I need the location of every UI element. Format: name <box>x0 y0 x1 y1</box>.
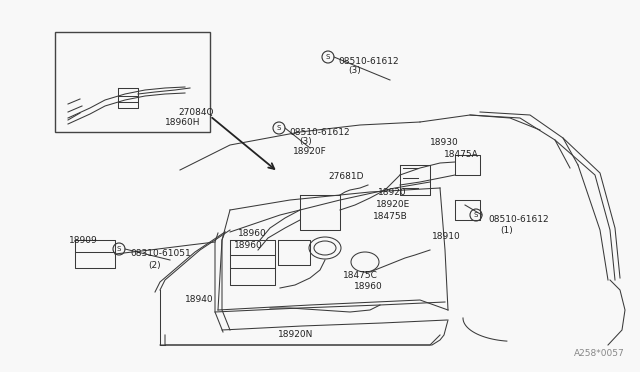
Text: 18940: 18940 <box>185 295 214 304</box>
Text: 18910: 18910 <box>432 232 461 241</box>
Text: 18475C: 18475C <box>343 271 378 280</box>
Text: 08310-61051: 08310-61051 <box>130 249 191 258</box>
Text: 08510-61612: 08510-61612 <box>338 57 399 66</box>
Text: 18920E: 18920E <box>376 200 410 209</box>
Text: 18960: 18960 <box>238 229 267 238</box>
Text: 18960H: 18960H <box>165 118 200 127</box>
Text: 18960: 18960 <box>354 282 383 291</box>
Text: 08510-61612: 08510-61612 <box>488 215 548 224</box>
Text: (3): (3) <box>299 137 312 146</box>
Text: 08510-61612: 08510-61612 <box>289 128 349 137</box>
Text: 18475B: 18475B <box>373 212 408 221</box>
Text: 27681D: 27681D <box>328 172 364 181</box>
Bar <box>55 32 210 132</box>
Text: 18920F: 18920F <box>293 147 327 156</box>
Text: A258*0057: A258*0057 <box>574 349 625 358</box>
Text: S: S <box>474 212 478 218</box>
Text: (3): (3) <box>348 66 361 75</box>
Text: S: S <box>117 246 121 252</box>
Text: 18920: 18920 <box>378 188 406 197</box>
Text: 27084Q: 27084Q <box>178 108 214 117</box>
Text: 18909: 18909 <box>69 236 98 245</box>
Text: 18475A: 18475A <box>444 150 479 159</box>
Text: 18960: 18960 <box>234 241 263 250</box>
Text: S: S <box>277 125 281 131</box>
Text: (2): (2) <box>148 261 161 270</box>
Text: S: S <box>326 54 330 60</box>
Text: 18930: 18930 <box>430 138 459 147</box>
Text: (1): (1) <box>500 226 513 235</box>
Text: 18920N: 18920N <box>278 330 314 339</box>
